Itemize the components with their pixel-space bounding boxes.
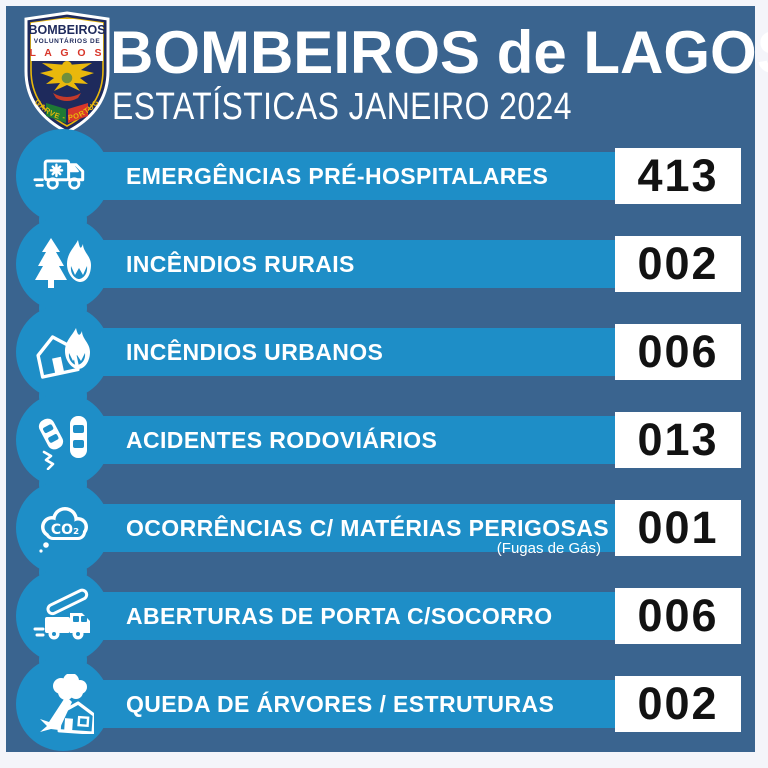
- tree-canopy: [53, 674, 87, 700]
- ambulance-icon: [33, 159, 85, 190]
- stat-bar: OCORRÊNCIAS C/ MATÉRIAS PERIGOSAS (Fugas…: [98, 500, 741, 557]
- stat-value: 002: [615, 236, 741, 292]
- stat-value: 413: [615, 148, 741, 204]
- crest-icon: BOMBEIROS VOLUNTÁRIOS DE L A G O S: [20, 11, 110, 134]
- crest-line1: BOMBEIROS: [28, 23, 105, 37]
- eagle-emblem: [40, 61, 94, 101]
- stat-bar: EMERGÊNCIAS PRÉ-HOSPITALARES 413: [98, 148, 741, 204]
- stat-value: 006: [615, 324, 741, 380]
- stat-row-materias-perigosas: OCORRÊNCIAS C/ MATÉRIAS PERIGOSAS (Fugas…: [6, 481, 755, 596]
- stat-bubble: [16, 129, 110, 223]
- stat-label: INCÊNDIOS URBANOS: [126, 339, 384, 365]
- bombeiros-lagos-crest: BOMBEIROS VOLUNTÁRIOS DE L A G O S: [20, 11, 114, 135]
- stat-row-incendios-urbanos: INCÊNDIOS URBANOS 006: [6, 305, 755, 420]
- stat-bubble: [16, 569, 110, 663]
- tree-trunk: [40, 696, 72, 732]
- stat-bubble: [16, 393, 110, 487]
- ladder-truck-icon: [33, 588, 90, 640]
- stat-bar: ABERTURAS DE PORTA C/SOCORRO 006: [98, 588, 741, 644]
- co2-cloud-icon: CO₂: [39, 507, 88, 553]
- stat-sublabel: (Fugas de Gás): [496, 540, 601, 557]
- tree-fall-icon: [40, 674, 94, 734]
- stat-label: ACIDENTES RODOVIÁRIOS: [126, 427, 438, 453]
- stat-label: INCÊNDIOS RURAIS: [126, 251, 355, 277]
- stat-bubble: [16, 217, 110, 311]
- stat-bar: ACIDENTES RODOVIÁRIOS 013: [98, 412, 741, 468]
- stat-value: 001: [615, 500, 741, 556]
- stat-row-incendios-rurais: INCÊNDIOS RURAIS 002: [6, 217, 755, 332]
- ribbon: [53, 93, 81, 101]
- stat-bar: QUEDA DE ÁRVORES / ESTRUTURAS 002: [98, 676, 741, 732]
- stat-bubble: [16, 657, 110, 751]
- stat-value: 013: [615, 412, 741, 468]
- house: [57, 701, 94, 734]
- urban-fire-icon: [36, 328, 90, 379]
- page-subtitle: ESTATÍSTICAS JANEIRO 2024: [112, 86, 572, 128]
- stat-row-acidentes: ACIDENTES RODOVIÁRIOS 013: [6, 393, 755, 508]
- stat-label: OCORRÊNCIAS C/ MATÉRIAS PERIGOSAS: [126, 515, 610, 541]
- stat-row-queda-arvores: QUEDA DE ÁRVORES / ESTRUTURAS 002: [6, 657, 755, 751]
- statistics-panel: BOMBEIROS VOLUNTÁRIOS DE L A G O S: [6, 6, 768, 752]
- stat-row-emergencias: EMERGÊNCIAS PRÉ-HOSPITALARES 413: [6, 129, 755, 244]
- stat-bar: INCÊNDIOS URBANOS 006: [98, 324, 741, 380]
- stat-value: 006: [615, 588, 741, 644]
- car-crash-icon: [38, 416, 87, 470]
- rural-fire-icon: [35, 238, 91, 288]
- stat-label: QUEDA DE ÁRVORES / ESTRUTURAS: [126, 691, 555, 717]
- stat-label: EMERGÊNCIAS PRÉ-HOSPITALARES: [126, 163, 549, 189]
- page-title: BOMBEIROS de LAGOS: [110, 19, 768, 86]
- stat-bubble: [16, 305, 110, 399]
- stat-row-aberturas-porta: ABERTURAS DE PORTA C/SOCORRO 006: [6, 569, 755, 684]
- flag-book: [46, 103, 88, 123]
- stat-value: 002: [615, 676, 741, 732]
- stat-label: ABERTURAS DE PORTA C/SOCORRO: [126, 603, 553, 629]
- stat-bar: INCÊNDIOS RURAIS 002: [98, 236, 741, 292]
- crest-line2: VOLUNTÁRIOS DE: [34, 36, 101, 45]
- stat-bubble: CO₂: [16, 481, 110, 575]
- statistics-rows: EMERGÊNCIAS PRÉ-HOSPITALARES 413: [6, 129, 755, 751]
- co2-text: CO₂: [51, 522, 79, 538]
- crest-line3: L A G O S: [29, 47, 104, 59]
